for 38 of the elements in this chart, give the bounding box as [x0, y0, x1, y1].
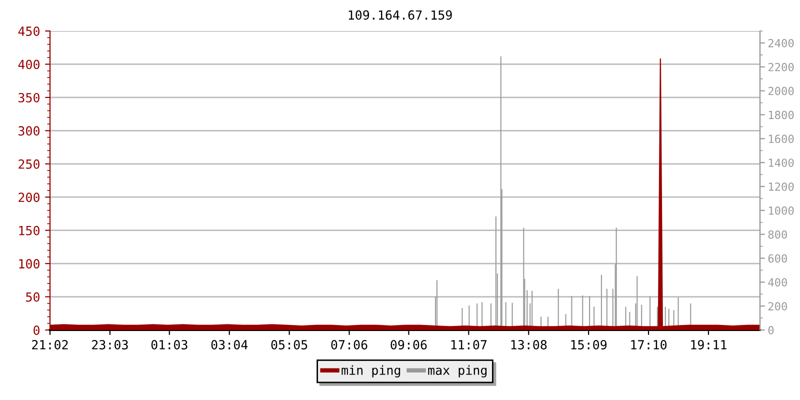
legend-label: min ping [342, 365, 400, 378]
x-tick-label: 23:03 [92, 340, 128, 350]
y2-tick-label: 600 [768, 254, 787, 263]
x-tick-label: 03:04 [211, 340, 248, 350]
legend-label: max ping [428, 365, 487, 378]
x-tick-label: 15:09 [571, 340, 607, 350]
y2-tick-label: 400 [768, 278, 787, 287]
y2-tick-label: 2000 [768, 86, 794, 96]
y2-tick-label: 1800 [768, 110, 794, 120]
x-tick-label: 05:05 [271, 340, 308, 350]
chart-title: 109.164.67.159 [348, 10, 452, 20]
y2-tick-label: 0 [768, 326, 774, 334]
y-tick-label: 300 [18, 126, 40, 136]
y-tick-label: 100 [19, 259, 40, 269]
x-tick-label: 11:07 [451, 340, 487, 350]
y-tick-label: 50 [26, 292, 40, 302]
x-tick-label: 07:06 [331, 340, 368, 350]
y-tick-label: 450 [18, 26, 40, 36]
x-tick-label: 13:08 [511, 340, 547, 350]
x-tick-label: 21:02 [32, 340, 68, 350]
y2-tick-label: 1400 [768, 158, 794, 167]
y-tick-label: 250 [18, 159, 40, 169]
y2-tick-label: 200 [768, 302, 787, 310]
x-tick-label: 19:11 [691, 340, 726, 350]
x-tick-label: 01:03 [151, 340, 188, 350]
y2-tick-label: 2400 [768, 38, 794, 48]
y2-tick-label: 1000 [768, 206, 794, 215]
y-tick-label: 200 [18, 192, 40, 202]
y2-tick-label: 1600 [768, 134, 794, 144]
y-tick-label: 150 [19, 226, 40, 236]
x-tick-label: 09:06 [390, 340, 427, 350]
x-tick-label: 17:10 [631, 340, 667, 350]
y-tick-label: 400 [18, 60, 40, 70]
y2-tick-label: 1200 [768, 182, 794, 191]
y2-tick-label: 800 [768, 230, 787, 239]
y-tick-label: 350 [18, 92, 40, 102]
y2-tick-label: 2200 [768, 62, 794, 72]
y-tick-label: 0 [34, 326, 40, 335]
